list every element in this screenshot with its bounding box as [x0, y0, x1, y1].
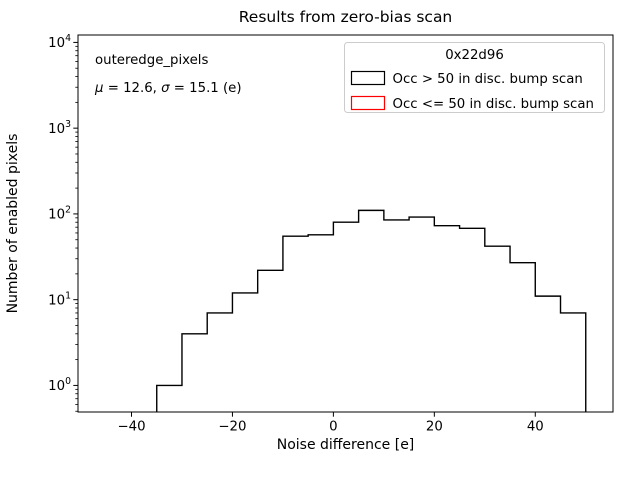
x-tick-label: −40: [117, 420, 145, 435]
axes-frame: [77, 34, 614, 413]
legend-entry-label: Occ <= 50 in disc. bump scan: [393, 97, 594, 112]
chart-title: Results from zero-bias scan: [239, 8, 453, 26]
x-tick-label: 20: [426, 420, 443, 435]
x-tick-label: 0: [329, 420, 337, 435]
legend-title: 0x22d96: [445, 48, 504, 63]
x-tick-label: 40: [527, 420, 544, 435]
legend-box: [344, 42, 605, 113]
x-tick-label: −20: [218, 420, 246, 435]
legend-entry-label: Occ > 50 in disc. bump scan: [393, 72, 583, 87]
legend-swatch: [350, 95, 386, 111]
x-axis-label: Noise difference [e]: [277, 437, 415, 453]
y-tick-label: 103: [48, 119, 71, 137]
y-tick-label: 100: [48, 376, 71, 394]
annotation-line2: μ = 12.6, σ = 15.1 (e): [94, 81, 242, 96]
legend-swatch: [350, 70, 386, 86]
y-tick-label: 104: [48, 33, 71, 51]
y-tick-label: 102: [48, 205, 71, 223]
y-tick-label: 101: [48, 290, 71, 308]
annotation-line1: outeredge_pixels: [95, 53, 208, 68]
histogram-line: [156, 209, 587, 412]
y-axis-label: Number of enabled pixels: [5, 134, 21, 314]
